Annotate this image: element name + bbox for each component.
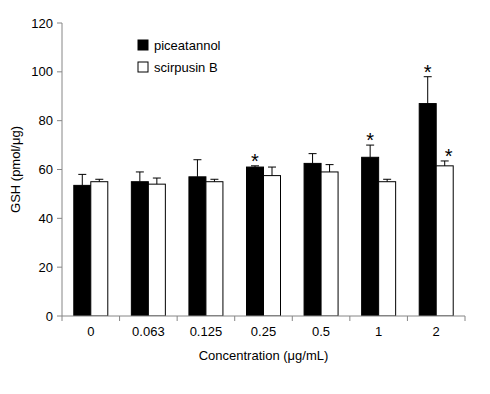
y-tick-label: 80 [39, 113, 53, 128]
y-tick-label: 0 [46, 309, 53, 324]
y-tick-label: 100 [31, 64, 53, 79]
chart: 0 20 40 60 80 100 120 0 0.063 0.125 0.25 0.5 1 2 * * * * p… [0, 0, 490, 394]
significance-mark: * [424, 61, 432, 83]
error-bar [95, 179, 103, 181]
x-tick [465, 316, 466, 321]
significance-mark: * [445, 145, 453, 167]
x-axis-title: Concentration (μg/mL) [199, 348, 329, 363]
x-tick-label: 2 [433, 324, 440, 339]
y-tick [57, 267, 62, 268]
bar [189, 177, 206, 316]
bar [74, 185, 91, 316]
y-tick [57, 218, 62, 219]
error-bar [193, 160, 201, 177]
bar [362, 157, 379, 316]
error-cap [153, 178, 161, 179]
x-tick-label: 0.25 [251, 324, 276, 339]
bar [304, 163, 321, 316]
legend-label: piceatannol [154, 38, 221, 53]
error-cap [78, 174, 86, 175]
y-tick [57, 169, 62, 170]
x-tick [234, 316, 235, 321]
error-cap [326, 164, 334, 165]
y-tick [57, 120, 62, 121]
bars [74, 77, 453, 316]
error-bar [210, 179, 218, 181]
error-line [82, 174, 83, 185]
legend-swatch [138, 62, 148, 72]
error-bar [326, 165, 334, 172]
error-cap [383, 179, 391, 180]
bar [264, 176, 281, 316]
x-tick [62, 316, 63, 321]
x-tick-label: 0.125 [190, 324, 223, 339]
y-tick-label: 120 [31, 16, 53, 31]
error-line [197, 160, 198, 177]
y-tick [57, 23, 62, 24]
bar [148, 184, 165, 316]
error-bar [309, 154, 317, 164]
significance-mark: * [366, 129, 374, 151]
error-cap [193, 159, 201, 160]
x-tick-label: 0 [87, 324, 94, 339]
bar [247, 167, 264, 316]
x-tick-label: 1 [375, 324, 382, 339]
bar [131, 182, 148, 316]
error-cap [136, 171, 144, 172]
error-bar [268, 167, 276, 176]
y-tick-label: 40 [39, 211, 53, 226]
error-line [139, 172, 140, 182]
bar [379, 182, 396, 316]
bar [419, 104, 436, 316]
bar [206, 182, 223, 316]
y-tick-label: 20 [39, 260, 53, 275]
x-tick-label: 0.063 [132, 324, 165, 339]
legend-label: scirpusin B [154, 60, 218, 75]
error-line [312, 154, 313, 164]
error-bar [78, 174, 86, 185]
y-tick-label: 60 [39, 162, 53, 177]
bar [321, 172, 338, 316]
error-cap [268, 167, 276, 168]
error-bar [153, 178, 161, 184]
x-tick [177, 316, 178, 321]
x-tick-label: 0.5 [312, 324, 330, 339]
x-tick [119, 316, 120, 321]
error-bar [136, 172, 144, 182]
error-cap [95, 179, 103, 180]
error-line [272, 167, 273, 176]
error-cap [309, 153, 317, 154]
error-line [329, 165, 330, 172]
x-tick [292, 316, 293, 321]
x-tick [349, 316, 350, 321]
y-axis-title: GSH (pmol/μg) [8, 126, 23, 213]
significance-mark: * [251, 150, 259, 172]
error-bar [383, 179, 391, 181]
y-axis [62, 23, 63, 316]
error-cap [210, 179, 218, 180]
y-tick [57, 71, 62, 72]
x-tick [407, 316, 408, 321]
bar [436, 166, 453, 316]
legend-swatch [138, 40, 148, 50]
y-tick [57, 316, 62, 317]
bar [91, 182, 108, 316]
x-axis [62, 316, 465, 317]
error-line [156, 178, 157, 184]
